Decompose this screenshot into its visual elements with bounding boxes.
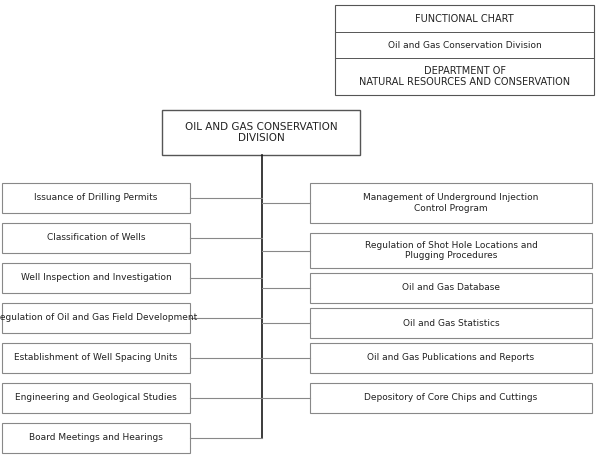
Bar bbox=[2, 263, 190, 293]
Text: DEPARTMENT OF
NATURAL RESOURCES AND CONSERVATION: DEPARTMENT OF NATURAL RESOURCES AND CONS… bbox=[359, 66, 570, 87]
Text: Depository of Core Chips and Cuttings: Depository of Core Chips and Cuttings bbox=[364, 393, 538, 402]
Bar bbox=[310, 233, 592, 268]
Bar bbox=[2, 183, 190, 213]
Text: Regulation of Shot Hole Locations and
Plugging Procedures: Regulation of Shot Hole Locations and Pl… bbox=[365, 241, 537, 260]
Bar bbox=[310, 183, 592, 223]
Bar bbox=[2, 383, 190, 413]
Text: Classification of Wells: Classification of Wells bbox=[47, 234, 145, 243]
Text: Establishment of Well Spacing Units: Establishment of Well Spacing Units bbox=[14, 353, 178, 362]
Text: Well Inspection and Investigation: Well Inspection and Investigation bbox=[21, 274, 171, 283]
Bar bbox=[2, 303, 190, 333]
Bar bbox=[310, 308, 592, 338]
Text: Oil and Gas Conservation Division: Oil and Gas Conservation Division bbox=[387, 40, 541, 49]
Bar bbox=[335, 5, 594, 95]
Bar bbox=[162, 110, 360, 155]
Bar bbox=[310, 273, 592, 303]
Text: Oil and Gas Statistics: Oil and Gas Statistics bbox=[403, 319, 499, 327]
Text: Oil and Gas Database: Oil and Gas Database bbox=[402, 284, 500, 293]
Bar bbox=[2, 423, 190, 453]
Bar bbox=[2, 343, 190, 373]
Text: Management of Underground Injection
Control Program: Management of Underground Injection Cont… bbox=[364, 193, 538, 213]
Text: Engineering and Geological Studies: Engineering and Geological Studies bbox=[15, 393, 177, 402]
Text: Oil and Gas Publications and Reports: Oil and Gas Publications and Reports bbox=[367, 353, 534, 362]
Bar bbox=[2, 223, 190, 253]
Bar bbox=[310, 383, 592, 413]
Text: OIL AND GAS CONSERVATION
DIVISION: OIL AND GAS CONSERVATION DIVISION bbox=[184, 122, 337, 143]
Text: Board Meetings and Hearings: Board Meetings and Hearings bbox=[29, 434, 163, 443]
Text: FUNCTIONAL CHART: FUNCTIONAL CHART bbox=[415, 13, 514, 23]
Text: Regulation of Oil and Gas Field Development: Regulation of Oil and Gas Field Developm… bbox=[0, 314, 198, 323]
Text: Issuance of Drilling Permits: Issuance of Drilling Permits bbox=[34, 193, 158, 202]
Bar bbox=[310, 343, 592, 373]
